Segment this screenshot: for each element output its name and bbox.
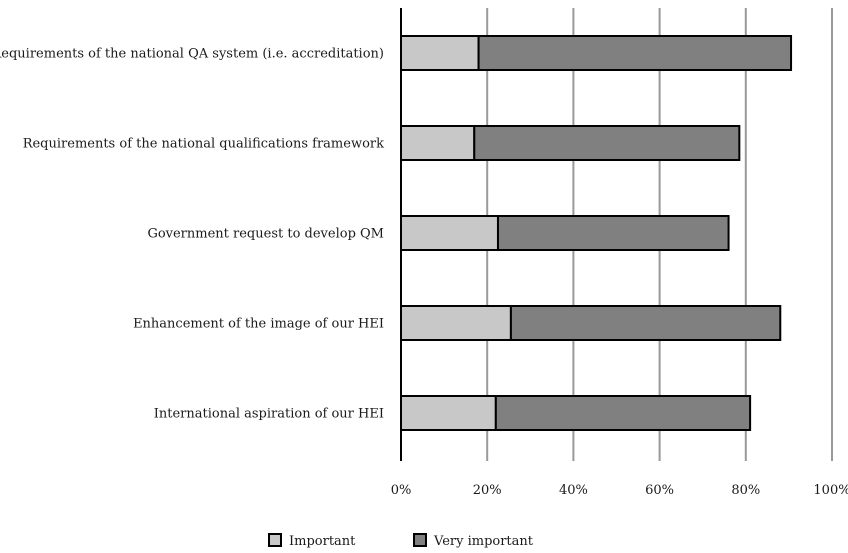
x-tick-label: 20%	[473, 483, 502, 498]
x-tick-label: 0%	[391, 483, 412, 498]
legend: Important Very important	[268, 533, 534, 549]
legend-swatch-very-important	[413, 533, 427, 547]
bars	[400, 35, 793, 431]
bar-important	[400, 395, 497, 431]
category-label: Requirements of the national QA system (…	[0, 47, 384, 62]
x-tick-label: 40%	[559, 483, 588, 498]
x-tick-labels: 0% 20% 40% 60% 80% 100%	[391, 483, 848, 498]
legend-label-important: Important	[289, 534, 356, 549]
category-label: International aspiration of our HEI	[154, 407, 384, 422]
bar-important	[400, 35, 480, 71]
category-label: Government request to develop QM	[147, 227, 384, 242]
bar-very-important	[509, 305, 782, 341]
x-tick-label: 100%	[813, 483, 848, 498]
x-tick-label: 60%	[645, 483, 674, 498]
bar-important	[400, 215, 499, 251]
category-label: Enhancement of the image of our HEI	[133, 317, 384, 332]
bar-very-important	[496, 215, 730, 251]
bar-very-important	[477, 35, 793, 71]
category-labels: Requirements of the national QA system (…	[0, 47, 384, 422]
bar-important	[400, 125, 476, 161]
legend-label-very-important: Very important	[433, 534, 534, 549]
legend-swatch-important	[268, 533, 282, 547]
bar-very-important	[473, 125, 741, 161]
bar-important	[400, 305, 512, 341]
bar-very-important	[494, 395, 752, 431]
x-tick-label: 80%	[731, 483, 760, 498]
category-label: Requirements of the national qualificati…	[23, 137, 384, 152]
